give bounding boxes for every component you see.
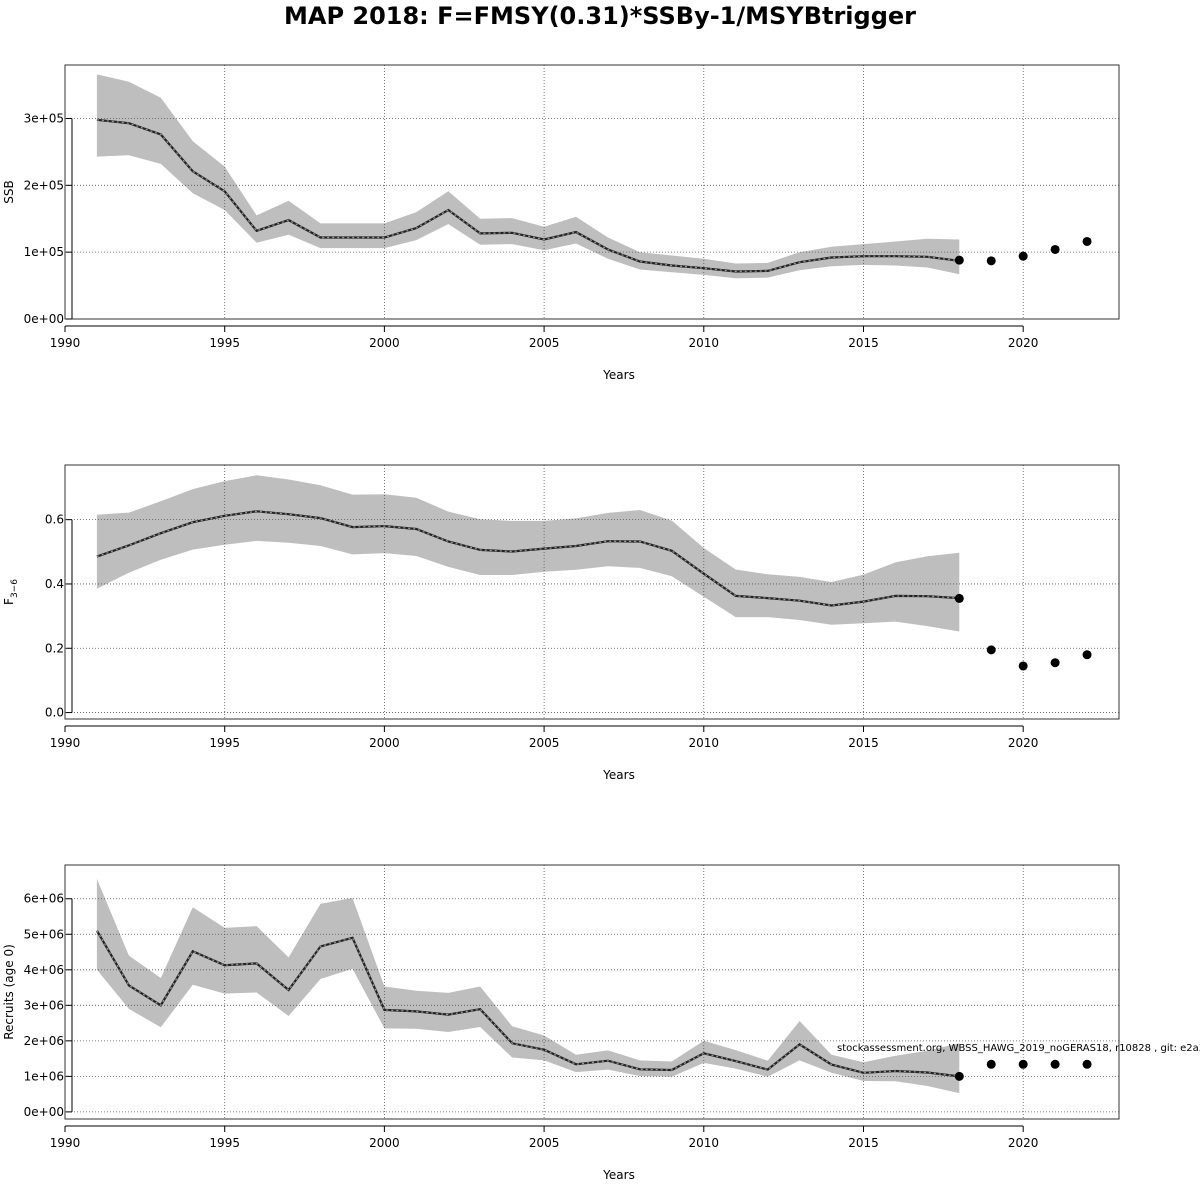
x-axis-title: Years	[602, 368, 635, 382]
x-tick-label: 1990	[50, 336, 81, 350]
y-tick-label: 0.6	[45, 513, 64, 527]
forecast-point	[1050, 244, 1060, 254]
forecast-point	[1050, 1059, 1060, 1069]
forecast-point	[954, 255, 964, 265]
y-tick-label: 0e+00	[24, 1105, 64, 1119]
x-tick-label: 1990	[50, 1136, 81, 1150]
x-tick-label: 1990	[50, 736, 81, 750]
confidence-band	[96, 878, 960, 1094]
y-axis-title: F3−6	[2, 579, 20, 605]
y-axis-title: SSB	[2, 180, 16, 203]
x-tick-label: 2000	[369, 1136, 400, 1150]
plot-frame	[64, 464, 1120, 720]
forecast-point	[1018, 1059, 1028, 1069]
plot-frame	[64, 64, 1120, 320]
x-tick-label: 2015	[848, 336, 879, 350]
y-tick-label: 3e+06	[24, 998, 64, 1012]
y-tick-label: 0e+00	[24, 312, 64, 326]
x-tick-label: 2015	[848, 736, 879, 750]
y-tick-label: 6e+06	[24, 892, 64, 906]
y-axis-title-main: F	[2, 598, 16, 605]
x-tick-label: 1995	[209, 736, 240, 750]
forecast-point	[1082, 236, 1092, 246]
y-tick-label: 1e+06	[24, 1069, 64, 1083]
x-tick-label: 2000	[369, 336, 400, 350]
forecast-point	[986, 645, 996, 655]
figure-title: MAP 2018: F=FMSY(0.31)*SSBy-1/MSYBtrigge…	[284, 2, 916, 30]
y-tick-label: 2e+06	[24, 1034, 64, 1048]
plot-frame	[64, 864, 1120, 1120]
x-tick-label: 1995	[209, 336, 240, 350]
x-tick-label: 2020	[1008, 1136, 1039, 1150]
x-tick-label: 2005	[529, 1136, 560, 1150]
estimate-line-dash	[96, 119, 960, 273]
panel-1: 1990 1995 2000 2005 2010 2015 2020 0e+00 1e+05 2e…	[2, 64, 1120, 382]
panel-3: 1990 1995 2000 2005 2010 2015 2020 0e+00 1e+06 2e…	[2, 864, 1120, 1182]
forecast-point	[1082, 1059, 1092, 1069]
x-tick-label: 2010	[689, 736, 720, 750]
source-footnote: stockassessment.org, WBSS_HAWG_2019_noGE…	[837, 1043, 1200, 1054]
forecast-point	[1018, 251, 1028, 261]
y-tick-label: 0.2	[45, 641, 64, 655]
forecast-point	[954, 1071, 964, 1081]
estimate-line	[95, 930, 960, 1078]
y-axis-title-sub: 3−6	[10, 579, 20, 598]
x-tick-label: 2020	[1008, 736, 1039, 750]
y-tick-label: 1e+05	[24, 245, 64, 259]
forecast-point	[1050, 658, 1060, 668]
x-tick-label: 2000	[369, 736, 400, 750]
chart-panels: 1990 1995 2000 2005 2010 2015 2020 0e+00 1e+05 2e…	[2, 64, 1120, 1182]
y-tick-label: 4e+06	[24, 963, 64, 977]
forecast-point	[986, 256, 996, 266]
confidence-band	[96, 475, 960, 632]
confidence-band	[96, 74, 960, 279]
panel-2: 1990 1995 2000 2005 2010 2015 2020 0.0 0.2 0.4 0.6…	[2, 464, 1120, 782]
y-tick-label: 2e+05	[24, 178, 64, 192]
forecast-point	[986, 1059, 996, 1069]
x-tick-label: 2010	[689, 1136, 720, 1150]
forecast-point	[1018, 661, 1028, 671]
x-tick-label: 2015	[848, 1136, 879, 1150]
estimate-line-dash	[96, 510, 960, 607]
y-tick-label: 0.0	[45, 706, 64, 720]
forecast-point	[1082, 650, 1092, 660]
x-tick-label: 2010	[689, 336, 720, 350]
forecast-point	[954, 593, 964, 603]
x-tick-label: 2020	[1008, 336, 1039, 350]
y-axis-title: Recruits (age 0)	[2, 944, 16, 1040]
x-axis-title: Years	[602, 1168, 635, 1182]
x-tick-label: 1995	[209, 1136, 240, 1150]
x-tick-label: 2005	[529, 736, 560, 750]
y-tick-label: 3e+05	[24, 111, 64, 125]
x-axis-title: Years	[602, 768, 635, 782]
x-tick-label: 2005	[529, 336, 560, 350]
y-tick-label: 0.4	[45, 577, 64, 591]
y-tick-label: 5e+06	[24, 927, 64, 941]
